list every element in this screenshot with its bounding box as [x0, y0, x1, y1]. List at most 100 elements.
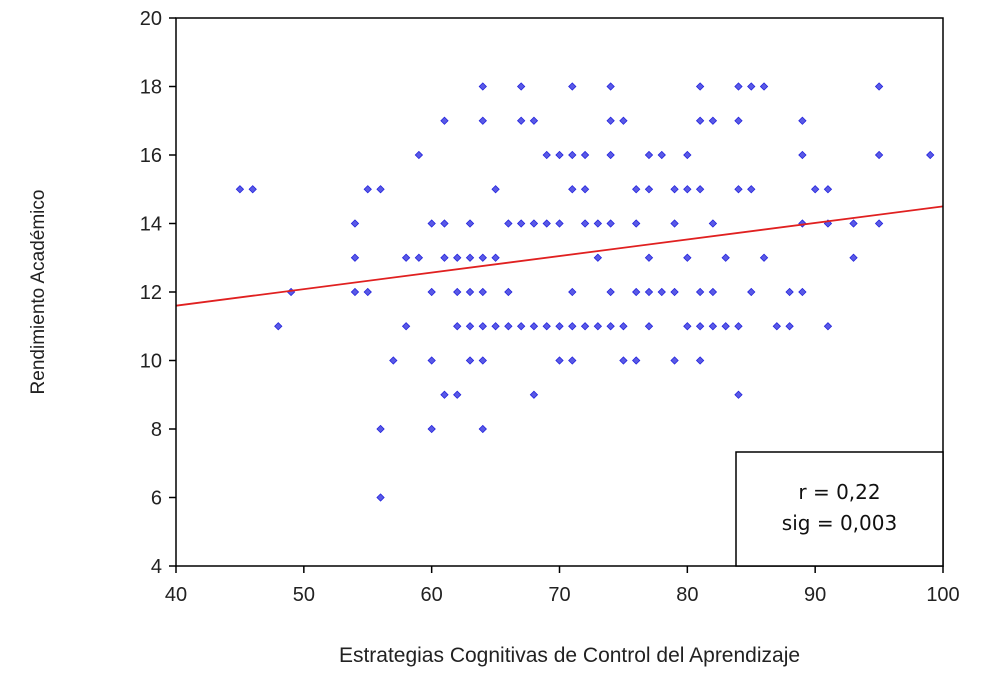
data-point [644, 287, 654, 297]
data-point [580, 185, 590, 194]
data-point [874, 82, 884, 91]
data-point [683, 322, 692, 331]
data-point [478, 287, 487, 297]
data-point [376, 185, 385, 194]
data-point [516, 82, 526, 91]
data-point [568, 82, 577, 91]
data-point [708, 322, 718, 331]
data-point [657, 287, 666, 297]
data-point [568, 185, 577, 194]
data-point [644, 150, 654, 160]
data-point [465, 322, 475, 331]
data-point [440, 116, 449, 125]
data-point [363, 185, 372, 194]
y-tick-label: 10 [140, 351, 162, 373]
x-tick-label: 100 [926, 584, 959, 606]
data-point [632, 287, 641, 297]
data-point [606, 116, 615, 125]
x-tick-label: 90 [804, 584, 826, 606]
data-point [785, 287, 794, 297]
data-point [734, 390, 743, 399]
data-point [734, 82, 743, 91]
correlation-coefficient-text: r = 0,22 [798, 480, 880, 504]
data-point [414, 150, 424, 160]
tick-layer: 40 50 60 70 80 90 100 4 6 8 10 12 14 16 18 20 [140, 8, 960, 606]
data-point [542, 150, 551, 160]
data-point [453, 322, 462, 331]
data-point [670, 356, 679, 365]
data-point [759, 82, 769, 91]
data-point [414, 253, 424, 262]
data-point [874, 150, 884, 160]
data-point [734, 116, 743, 125]
data-point [734, 185, 743, 194]
data-point [619, 116, 628, 125]
data-point [465, 287, 475, 297]
data-point [683, 253, 692, 262]
data-point [568, 322, 577, 331]
y-tick-label: 8 [151, 419, 162, 441]
data-points [235, 82, 935, 502]
significance-text: sig = 0,003 [782, 511, 897, 535]
data-point [708, 287, 718, 297]
data-point [747, 287, 756, 297]
data-point [555, 150, 564, 160]
data-point [465, 219, 475, 228]
data-point [721, 253, 730, 262]
x-tick-label: 80 [676, 584, 698, 606]
data-point [708, 219, 718, 228]
data-point [580, 322, 590, 331]
data-point [529, 322, 539, 331]
data-point [248, 185, 257, 194]
data-point [478, 322, 487, 331]
data-point [491, 322, 500, 331]
data-point [606, 219, 615, 228]
data-point [849, 219, 858, 228]
data-point [747, 82, 756, 91]
y-tick-label: 20 [140, 8, 162, 30]
data-point [670, 219, 679, 228]
data-point [516, 219, 526, 228]
data-point [632, 219, 641, 228]
data-point [478, 116, 487, 125]
statistics-box-frame [735, 451, 944, 567]
data-point [427, 219, 436, 228]
data-point [465, 253, 475, 262]
data-point [555, 322, 564, 331]
data-point [695, 82, 705, 91]
data-point [401, 322, 411, 331]
data-point [453, 287, 462, 297]
y-axis-title: Rendimiento Académico [28, 190, 49, 395]
data-point [350, 219, 360, 228]
data-point [785, 322, 794, 331]
data-point [606, 150, 615, 160]
data-point [798, 219, 807, 228]
data-point [619, 322, 628, 331]
data-point [849, 253, 858, 262]
x-tick-label: 50 [293, 584, 315, 606]
data-point [389, 356, 398, 365]
y-tick-label: 4 [151, 556, 162, 578]
data-point [555, 219, 564, 228]
data-point [376, 424, 385, 434]
y-tick-label: 16 [140, 145, 162, 167]
x-axis-title: Estrategias Cognitivas de Control del Ap… [339, 644, 800, 667]
data-point [376, 493, 385, 502]
data-point [759, 253, 769, 262]
data-point [798, 287, 807, 297]
data-point [491, 253, 500, 262]
data-point [453, 253, 462, 262]
data-point [274, 322, 283, 331]
data-point [657, 150, 666, 160]
data-point [798, 150, 807, 160]
data-point [516, 116, 526, 125]
data-point [683, 185, 692, 194]
data-point [529, 116, 539, 125]
data-point [568, 356, 577, 365]
data-point [593, 322, 603, 331]
data-point [580, 150, 590, 160]
data-point [478, 356, 487, 365]
data-point [363, 287, 372, 297]
data-point [695, 322, 705, 331]
data-point [670, 287, 679, 297]
